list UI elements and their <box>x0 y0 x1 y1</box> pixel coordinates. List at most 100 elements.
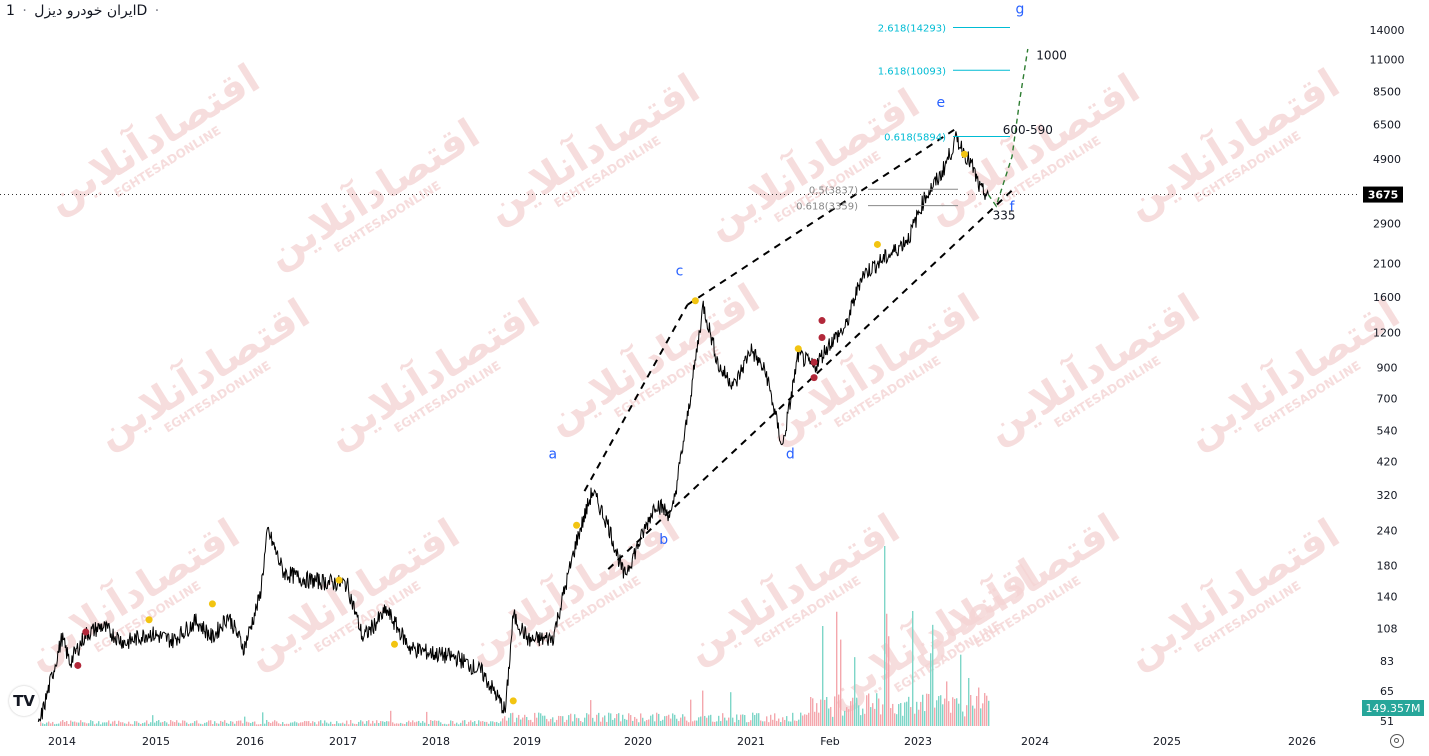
volume-bar <box>424 722 426 726</box>
volume-bar <box>320 720 322 726</box>
volume-bar <box>306 721 308 726</box>
volume-bar <box>150 722 152 726</box>
volume-bar <box>98 721 100 726</box>
volume-bar <box>338 723 340 726</box>
volume-bar <box>148 723 150 726</box>
volume-bar <box>292 722 294 726</box>
y-tick-label: 1600 <box>1373 291 1401 304</box>
volume-bar <box>116 724 118 726</box>
volume-bar <box>524 714 526 726</box>
volume-bar <box>378 723 380 726</box>
volume-bar <box>468 721 470 726</box>
x-axis: 2014 2015 2016 2017 2018 2019 2020 2021 Feb 2023 2… <box>48 735 1316 748</box>
volume-bar <box>188 724 190 726</box>
volume-bar <box>132 724 134 726</box>
volume-bar <box>146 720 148 726</box>
interval-label[interactable]: 1D <box>6 3 148 19</box>
y-tick-label: 11000 <box>1370 54 1405 67</box>
volume-bar <box>480 721 482 726</box>
volume-bar <box>686 720 688 726</box>
volume-bar <box>666 715 668 726</box>
volume-bar <box>942 704 944 726</box>
wave-channel <box>583 127 1013 570</box>
volume-bar <box>770 714 772 726</box>
volume-bar <box>448 723 450 726</box>
volume-bar <box>464 720 466 726</box>
volume-bar <box>220 720 222 726</box>
volume-bar <box>588 714 590 726</box>
volume-bar <box>496 721 498 726</box>
volume-bar <box>528 720 530 726</box>
volume-bar <box>984 693 986 726</box>
volume-bar <box>430 720 432 726</box>
channel-line <box>607 189 1013 570</box>
volume-bar <box>936 700 938 726</box>
gear-icon[interactable] <box>1390 734 1404 748</box>
volume-bar <box>498 723 500 726</box>
volume-bar <box>40 722 42 726</box>
volume-bar <box>520 719 522 726</box>
volume-bar <box>288 723 290 726</box>
volume-bar <box>194 721 196 726</box>
volume-bar <box>270 723 272 726</box>
volume-bar <box>112 721 114 726</box>
volume-bar <box>626 719 628 726</box>
volume-bar <box>808 712 810 726</box>
volume-bar <box>154 722 156 726</box>
wave-label-b: b <box>659 532 668 548</box>
volume-bar <box>612 719 614 726</box>
volume-bar <box>546 718 548 726</box>
volume-bar <box>818 712 820 726</box>
volume-bar <box>126 723 128 726</box>
volume-bar <box>494 722 496 726</box>
volume-bar <box>518 714 520 726</box>
volume-bar <box>462 720 464 726</box>
volume-bar <box>72 721 74 726</box>
y-tick-label: 51 <box>1380 715 1394 728</box>
y-tick-label: 900 <box>1377 362 1398 375</box>
volume-bar <box>212 724 214 726</box>
volume-bar <box>414 722 416 726</box>
y-tick-label: 108 <box>1377 623 1398 636</box>
volume-bar <box>880 714 882 726</box>
volume-bar <box>772 719 774 726</box>
volume-bar <box>920 701 922 726</box>
volume-bar <box>690 699 692 726</box>
volume-bar <box>58 723 60 726</box>
volume-bar <box>246 721 248 726</box>
volume-bar <box>130 723 132 726</box>
volume-bar <box>314 722 316 726</box>
volume-bar <box>556 719 558 726</box>
volume-bar <box>894 713 896 726</box>
volume-bar <box>294 721 296 726</box>
volume-bar <box>216 723 218 726</box>
volume-bar <box>854 657 856 726</box>
volume-bar <box>330 721 332 726</box>
volume-bar <box>872 703 874 726</box>
volume-bar <box>806 714 808 726</box>
volume-bar <box>214 721 216 726</box>
volume-bar <box>614 718 616 726</box>
volume-bar <box>732 717 734 726</box>
volume-bar <box>114 720 116 726</box>
volume-bar <box>782 717 784 726</box>
volume-bar <box>608 712 610 726</box>
volume-bar <box>120 722 122 726</box>
volume-bar <box>236 721 238 726</box>
volume-bar <box>376 720 378 726</box>
volume-bar <box>444 723 446 726</box>
volume-bar <box>94 724 96 726</box>
volume-bar <box>358 721 360 726</box>
volume-bar <box>932 624 934 726</box>
watermark-text: اقتصادآنلاین <box>457 503 688 672</box>
annotations: 1000 600-590 335 <box>993 49 1067 223</box>
volume-bar <box>344 723 346 726</box>
tradingview-logo-icon[interactable]: TV <box>9 686 39 716</box>
volume-bar <box>322 723 324 726</box>
volume-bar <box>538 712 540 726</box>
volume-bar <box>282 722 284 726</box>
volume-bar <box>44 724 46 726</box>
